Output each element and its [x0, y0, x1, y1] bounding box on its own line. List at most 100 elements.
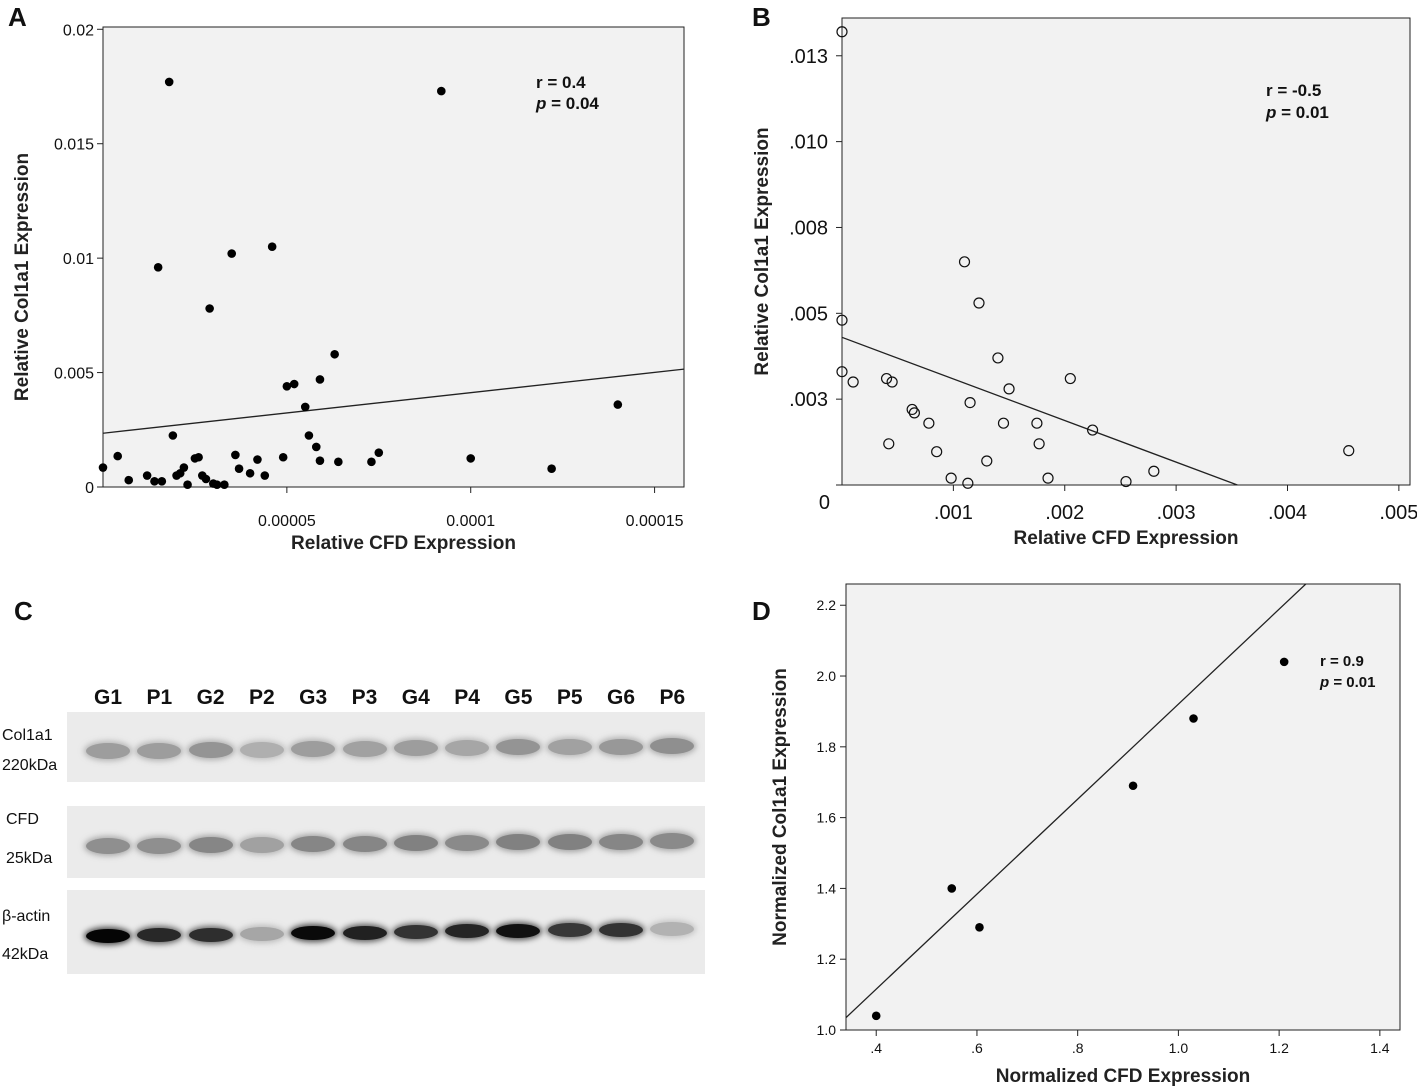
data-point-b [1086, 424, 1099, 436]
data-point-a [153, 262, 163, 272]
data-point-b [1343, 445, 1355, 457]
plot-area-d [845, 583, 1401, 1031]
blot-band [291, 926, 336, 941]
data-point-a [315, 375, 325, 384]
y-tick-label-b: .005 [789, 303, 828, 325]
y-tick-label-d: 1.4 [817, 880, 837, 896]
data-point-a [201, 474, 211, 484]
data-point-a [157, 476, 167, 486]
lane-label: P1 [146, 686, 173, 709]
panel-label-d: D [752, 596, 771, 626]
blot-band [291, 836, 336, 853]
blot-band [239, 836, 284, 853]
p-symbol-d: p [1319, 674, 1329, 691]
data-point-d [1279, 657, 1289, 667]
blot-band [86, 929, 130, 943]
data-point-b [1120, 475, 1132, 488]
p-value-d: = 0.01 [1329, 674, 1375, 691]
data-point-a [212, 480, 222, 490]
p-symbol-b: p [1265, 103, 1276, 122]
lane-label: G3 [299, 686, 328, 709]
y-tick-label-a: 0.01 [63, 251, 94, 268]
blot-band [496, 923, 541, 938]
blot-band [445, 924, 490, 939]
x-tick-label-d: 1.2 [1269, 1040, 1289, 1056]
blot-band [86, 743, 130, 759]
data-point-b [1148, 465, 1160, 477]
data-point-d [947, 884, 957, 893]
x-axis-label-d: Normalized CFD Expression [996, 1066, 1250, 1087]
blot-band [599, 738, 643, 755]
data-point-b [1031, 417, 1043, 429]
data-point-b [931, 446, 943, 458]
blot-band [188, 837, 233, 854]
y-tick-label-d: 2.0 [817, 668, 837, 684]
data-point-a [124, 475, 134, 485]
data-point-b [1042, 472, 1054, 484]
data-point-a [205, 304, 214, 313]
y-tick-label-a: 0.005 [54, 366, 94, 383]
data-point-a [289, 379, 299, 389]
blot-band [239, 927, 284, 942]
blot-band [393, 740, 438, 757]
data-point-a [282, 382, 292, 391]
data-point-b [992, 352, 1004, 364]
data-point-a [334, 457, 343, 467]
data-point-a [113, 451, 123, 461]
data-point-a [142, 471, 152, 480]
blot-band [547, 923, 592, 938]
x-tick-label-d: 1.0 [1169, 1040, 1189, 1056]
plot-area-a [102, 26, 685, 488]
blot-band [496, 739, 541, 756]
data-point-b [997, 417, 1010, 429]
blot-size-label: 42kDa [2, 946, 49, 963]
data-point-b [836, 314, 848, 326]
data-point-a [330, 349, 339, 359]
lane-label: G5 [504, 686, 533, 709]
lane-label: P6 [659, 686, 686, 709]
data-point-a [613, 400, 623, 409]
data-point-a [466, 454, 476, 463]
blot-band [342, 740, 387, 757]
data-point-a [179, 463, 189, 472]
data-point-d [975, 923, 984, 932]
data-point-b [1003, 383, 1015, 395]
data-point-a [231, 450, 240, 460]
x-tick-label-b: .003 [1157, 502, 1196, 524]
y-tick-label-b: .003 [789, 389, 828, 411]
panel-label-a: A [8, 2, 27, 32]
blot-band [188, 742, 233, 759]
data-point-a [168, 431, 178, 440]
data-point-b [883, 438, 895, 450]
blot-band [650, 833, 695, 850]
fit-line-d [846, 584, 1307, 1019]
data-point-b [964, 396, 976, 409]
lane-label: P2 [249, 686, 275, 709]
y-tick-label-d: 1.2 [817, 951, 837, 967]
y-tick-label-d: 1.6 [817, 810, 837, 826]
p-value-b: = 0.01 [1276, 103, 1328, 122]
data-point-d [1189, 714, 1198, 723]
data-point-a [315, 456, 325, 465]
data-point-b [945, 472, 957, 484]
blot-protein-label: β-actin [2, 908, 51, 925]
lane-label: G2 [196, 686, 225, 709]
lane-label: G1 [93, 686, 123, 709]
blot-band [239, 741, 284, 758]
blot-band [137, 837, 182, 854]
panel-label-c: C [14, 596, 33, 626]
y-tick-label-b: .008 [789, 217, 828, 239]
data-point-b [847, 376, 859, 388]
lane-label: G4 [401, 686, 430, 709]
blot-band [445, 834, 490, 851]
data-point-b [880, 372, 893, 385]
correlation-p-b: p = 0.01 [1265, 103, 1329, 122]
data-point-d [871, 1011, 881, 1021]
data-point-a [150, 476, 159, 486]
data-point-a [367, 457, 376, 467]
y-tick-label-b: 0 [819, 492, 830, 514]
p-symbol-a: p [535, 94, 546, 113]
blot-band [137, 742, 182, 759]
data-point-b [836, 26, 848, 38]
